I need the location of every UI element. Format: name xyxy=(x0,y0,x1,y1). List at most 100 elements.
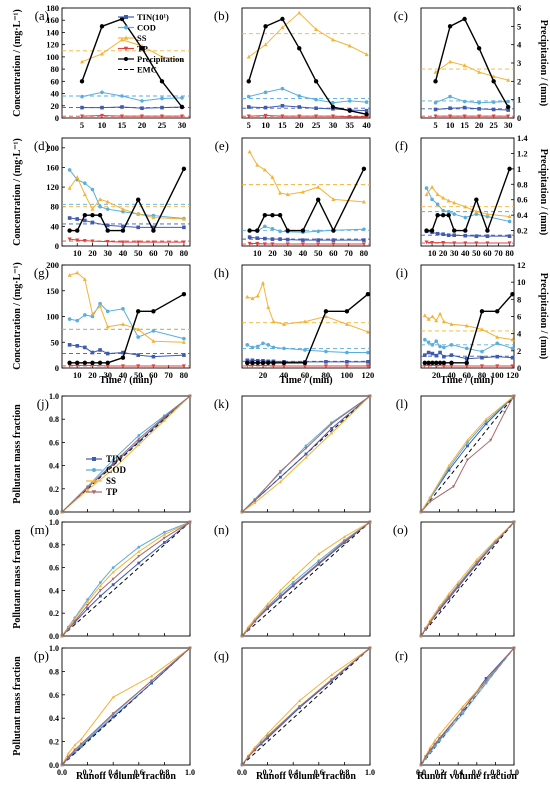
mf-point-tp xyxy=(493,541,497,545)
point-cod xyxy=(105,207,110,211)
mf-point-tin xyxy=(137,439,141,443)
panel-label-m: (m) xyxy=(30,522,49,537)
point-precipitation xyxy=(365,291,371,297)
point-precipitation xyxy=(364,112,369,117)
y-tick-label: 0.8 xyxy=(49,667,59,676)
y-tick-label: 150 xyxy=(46,286,59,296)
series-line-cod xyxy=(69,169,184,220)
y2-tick-label: 2 xyxy=(517,76,521,86)
point-ss xyxy=(255,162,260,167)
point-ss xyxy=(344,322,349,326)
point-ss xyxy=(364,52,369,57)
point-tp xyxy=(120,114,124,119)
diagonal-line xyxy=(241,521,371,637)
x-tick-label: 80 xyxy=(505,248,514,258)
point-tin xyxy=(495,354,500,359)
point-tin xyxy=(438,350,442,355)
point-precipitation xyxy=(260,360,266,366)
point-tin xyxy=(316,238,320,242)
mf-point-tp xyxy=(162,536,166,540)
point-precipitation xyxy=(485,228,490,233)
point-precipitation xyxy=(179,104,185,110)
x-tick-label: 1.0 xyxy=(509,768,519,777)
y2-tick-label: 6 xyxy=(517,312,521,322)
y2-tick-label: 1.4 xyxy=(517,133,528,143)
point-tin xyxy=(263,236,267,241)
mf-point-tp xyxy=(368,394,372,398)
series-line-tp xyxy=(426,241,510,244)
point-cod xyxy=(495,341,500,346)
series-line-cod xyxy=(435,96,509,104)
point-tp xyxy=(491,114,496,119)
point-cod xyxy=(160,96,164,101)
point-cod xyxy=(245,343,250,347)
mf-point-tin xyxy=(137,561,141,565)
x-tick-label: 20 xyxy=(259,370,268,380)
point-precipitation xyxy=(67,360,72,366)
mf-legend-label-cod: COD xyxy=(106,465,127,475)
point-cod xyxy=(314,97,318,102)
panel-label-n: (n) xyxy=(214,522,229,537)
point-tp xyxy=(136,240,141,245)
x-tick-label: 20 xyxy=(268,248,277,258)
point-precipitation xyxy=(75,228,80,233)
mf-point-tp xyxy=(368,520,372,524)
panel-frame-e xyxy=(241,137,371,247)
mf-point-tp xyxy=(240,763,244,767)
point-ss xyxy=(180,57,184,62)
x-tick-label: 60 xyxy=(149,370,158,380)
panel-label-h: (h) xyxy=(214,265,229,280)
point-precipitation xyxy=(245,360,250,366)
point-ss xyxy=(281,322,286,326)
mf-point-ss xyxy=(484,417,488,421)
point-tin xyxy=(98,348,102,352)
point-tin xyxy=(331,238,336,242)
y-tick-label: 50 xyxy=(51,337,60,347)
x-tick-label: 25 xyxy=(489,120,498,130)
point-tp xyxy=(100,113,104,118)
mf-point-tp xyxy=(278,470,282,474)
point-precipitation xyxy=(479,309,485,314)
panel-frame-m xyxy=(61,521,191,637)
x-tick-label: 50 xyxy=(134,248,143,258)
panel-frame-g xyxy=(61,264,191,369)
point-ss xyxy=(280,25,285,30)
point-precipitation xyxy=(262,212,268,218)
mf-point-tp xyxy=(66,755,70,759)
mf-legend-label-tp: TP xyxy=(106,487,118,497)
x-tick-label: 5 xyxy=(80,120,84,130)
point-cod xyxy=(449,343,454,347)
point-tp xyxy=(105,239,110,244)
point-ss xyxy=(271,319,276,324)
diagonal-line xyxy=(61,647,191,766)
x-tick-label: 0.8 xyxy=(490,768,500,777)
mf-point-ss xyxy=(111,695,115,699)
point-precipitation xyxy=(97,212,103,218)
point-cod xyxy=(331,100,335,105)
mf-point-ss xyxy=(342,535,346,539)
point-tin xyxy=(80,105,84,110)
point-tin xyxy=(121,224,125,229)
point-cod xyxy=(324,349,328,354)
x-tick-label: 40 xyxy=(299,248,308,258)
point-ss xyxy=(75,175,80,179)
point-tin xyxy=(442,354,446,359)
point-tp xyxy=(75,238,80,243)
y-tick-label: 0.2 xyxy=(49,485,59,494)
point-cod xyxy=(434,339,439,344)
y-tick-label: 200 xyxy=(46,143,59,153)
point-cod xyxy=(271,345,276,350)
point-ss xyxy=(430,184,435,189)
series-line-precipitation xyxy=(426,168,511,233)
point-precipitation xyxy=(79,79,85,84)
x-tick-label: 20 xyxy=(88,370,97,380)
mf-point-ss xyxy=(86,600,90,604)
mf-point-tp xyxy=(266,735,270,739)
point-cod xyxy=(282,346,286,351)
point-ss xyxy=(316,184,321,189)
point-cod xyxy=(316,229,320,234)
legend-marker-ss xyxy=(123,35,129,40)
point-ss xyxy=(75,270,80,275)
mf-point-ss xyxy=(304,455,308,459)
y-tick-label: 80 xyxy=(51,202,60,212)
